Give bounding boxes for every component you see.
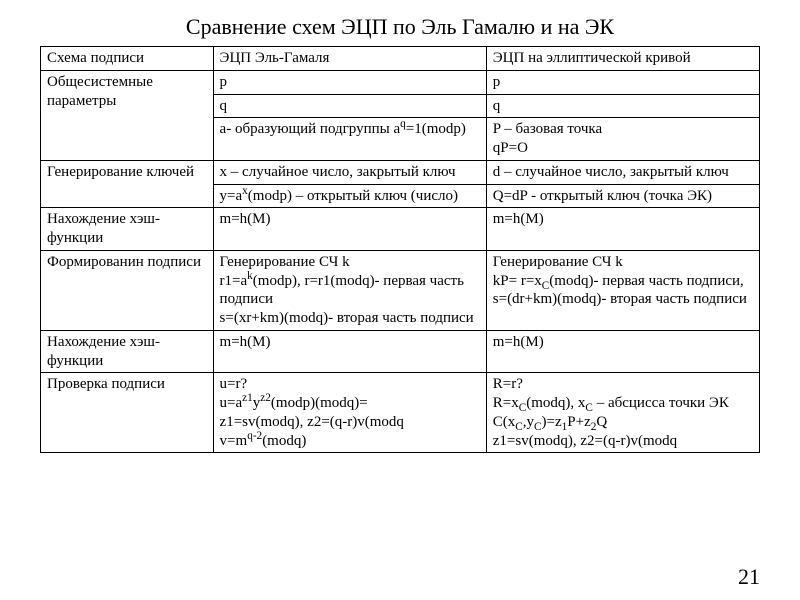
table-row: Проверка подписиu=r?u=az1yz2(modp)(modq)… (41, 373, 760, 453)
table-cell: Формированин подписи (41, 250, 214, 330)
table-cell: Генерирование СЧ kkP= r=xC(modq)- первая… (486, 250, 759, 330)
table-cell: m=h(M) (213, 330, 486, 373)
table-cell: x – случайное число, закрытый ключ (213, 160, 486, 184)
page-title: Сравнение схем ЭЦП по Эль Гамалю и на ЭК (40, 14, 760, 40)
table-cell: Общесистемные параметры (41, 70, 214, 160)
table-cell: Генерирование СЧ kr1=ak(modp), r=r1(modq… (213, 250, 486, 330)
table-row: Нахождение хэш-функцииm=h(M)m=h(M) (41, 330, 760, 373)
table-cell: Нахождение хэш-функции (41, 330, 214, 373)
comparison-table: Схема подписиЭЦП Эль-ГамаляЭЦП на эллипт… (40, 46, 760, 453)
table-cell: p (213, 70, 486, 94)
table-cell: d – случайное число, закрытый ключ (486, 160, 759, 184)
table-cell: q (486, 94, 759, 118)
table-row: Общесистемные параметрыpp (41, 70, 760, 94)
table-cell: Проверка подписи (41, 373, 214, 453)
table-cell: m=h(M) (486, 330, 759, 373)
table-cell: u=r?u=az1yz2(modp)(modq)=z1=sv(modq), z2… (213, 373, 486, 453)
table-cell: y=ax(modp) – открытый ключ (число) (213, 184, 486, 208)
table-cell: m=h(M) (213, 208, 486, 251)
table-header-row: Схема подписиЭЦП Эль-ГамаляЭЦП на эллипт… (41, 47, 760, 71)
table-header-cell: ЭЦП Эль-Гамаля (213, 47, 486, 71)
table-row: Формированин подписиГенерирование СЧ kr1… (41, 250, 760, 330)
table-header-cell: Схема подписи (41, 47, 214, 71)
table-body: Схема подписиЭЦП Эль-ГамаляЭЦП на эллипт… (41, 47, 760, 453)
table-cell: Генерирование ключей (41, 160, 214, 208)
page-number: 21 (738, 564, 760, 590)
table-cell: q (213, 94, 486, 118)
table-cell: Нахождение хэш-функции (41, 208, 214, 251)
table-header-cell: ЭЦП на эллиптической кривой (486, 47, 759, 71)
table-cell: R=r?R=xC(modq), xC – абсцисса точки ЭКC(… (486, 373, 759, 453)
table-cell: Q=dP - открытый ключ (точка ЭК) (486, 184, 759, 208)
table-cell: p (486, 70, 759, 94)
table-cell: P – базовая точкаqP=O (486, 118, 759, 161)
table-row: Нахождение хэш-функцииm=h(M)m=h(M) (41, 208, 760, 251)
table-cell: m=h(M) (486, 208, 759, 251)
table-cell: a- образующий подгруппы aq=1(modp) (213, 118, 486, 161)
table-row: Генерирование ключейx – случайное число,… (41, 160, 760, 184)
